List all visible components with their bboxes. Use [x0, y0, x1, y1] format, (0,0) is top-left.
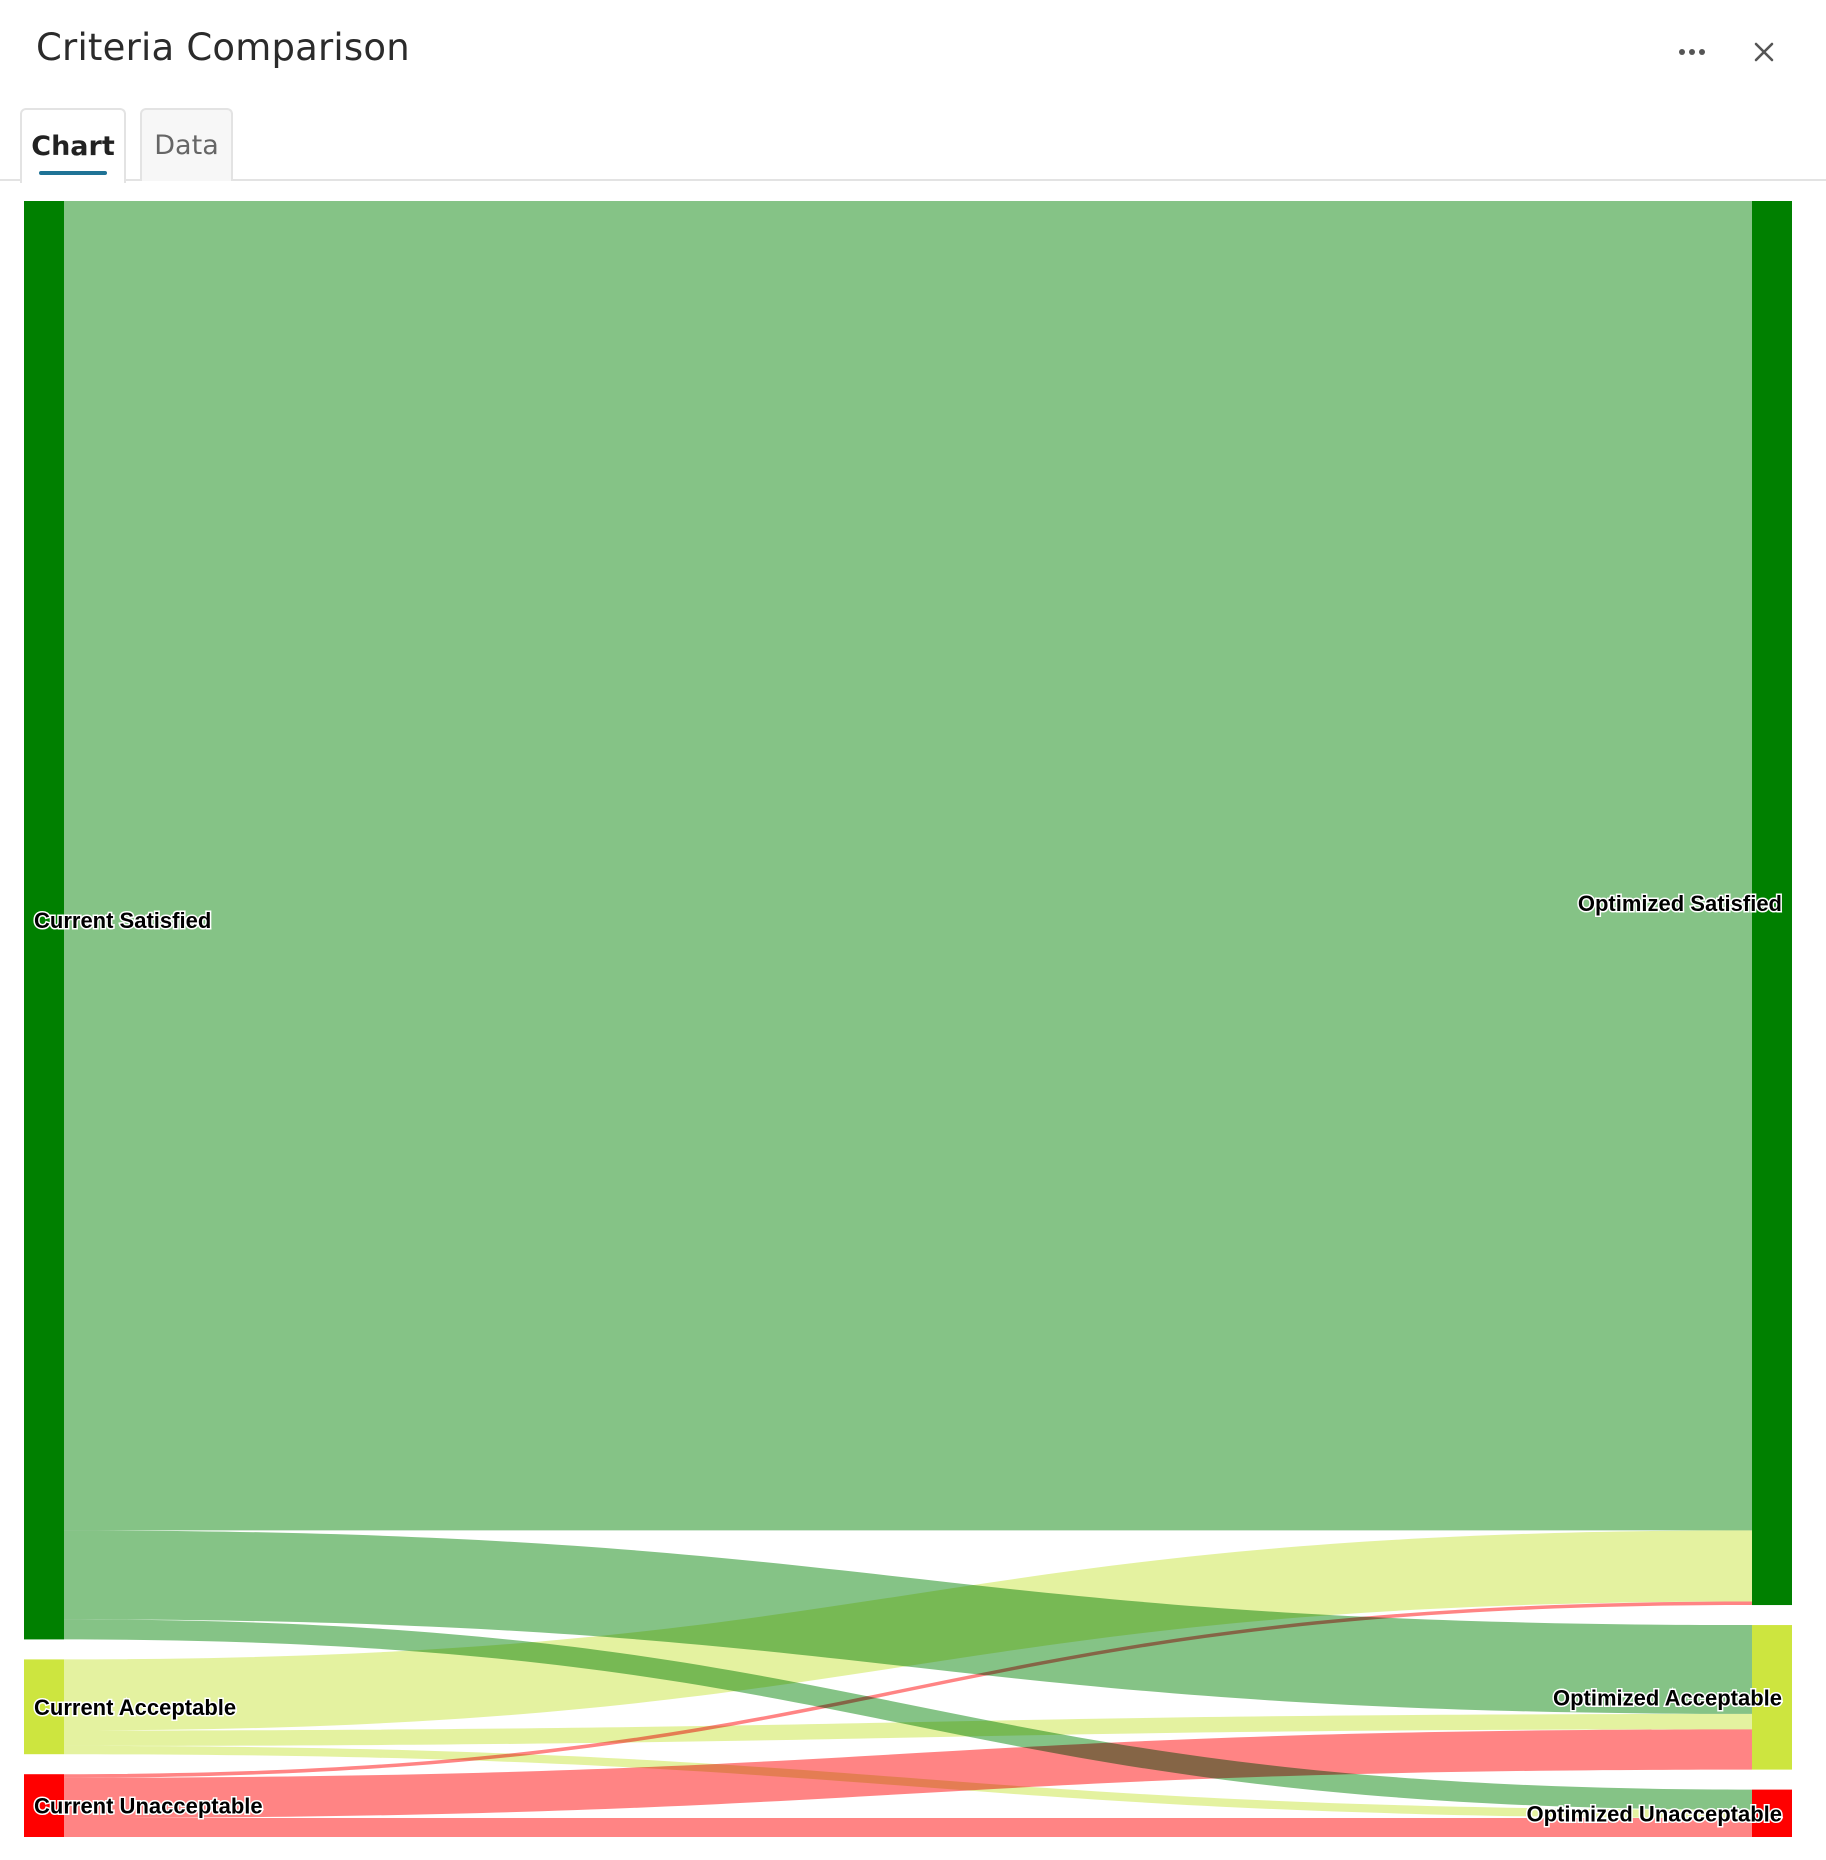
- sankey-link-cu-ou[interactable]: [64, 1818, 1752, 1837]
- sankey-link-cs-os[interactable]: [64, 201, 1752, 1531]
- sankey-node-label-oa: Optimized Acceptable: [1553, 1685, 1782, 1710]
- sankey-node-label-cu: Current Unacceptable: [34, 1794, 263, 1819]
- sankey-link-cu-oa[interactable]: [64, 1729, 1752, 1819]
- sankey-node-oa[interactable]: [1752, 1625, 1792, 1770]
- tab-data[interactable]: Data: [140, 108, 233, 181]
- tab-data-label: Data: [154, 130, 219, 161]
- sankey-link-cu-os[interactable]: [64, 1601, 1752, 1778]
- sankey-node-cu[interactable]: [24, 1774, 64, 1837]
- close-icon: [1754, 42, 1774, 62]
- sankey-link-ca-os[interactable]: [64, 1530, 1752, 1731]
- more-options-button[interactable]: [1668, 28, 1716, 76]
- active-tab-indicator: [39, 171, 107, 175]
- sankey-node-label-ou: Optimized Unacceptable: [1526, 1801, 1782, 1826]
- sankey-node-label-ca: Current Acceptable: [34, 1695, 236, 1720]
- close-button[interactable]: [1740, 28, 1788, 76]
- panel-header: Criteria Comparison: [0, 0, 1826, 104]
- tab-chart[interactable]: Chart: [20, 108, 126, 183]
- sankey-node-ou[interactable]: [1752, 1789, 1792, 1837]
- sankey-links: [64, 201, 1752, 1837]
- view-tabs: Chart Data: [0, 108, 1826, 183]
- sankey-chart-area: Current Satisfied Current Acceptable Curre…: [0, 182, 1826, 1855]
- sankey-node-label-cs: Current Satisfied: [34, 908, 211, 933]
- sankey-link-cs-ou[interactable]: [64, 1619, 1752, 1810]
- panel-title: Criteria Comparison: [36, 26, 410, 69]
- tab-chart-label: Chart: [31, 131, 115, 162]
- sankey-node-os[interactable]: [1752, 201, 1792, 1606]
- sankey-chart: Current Satisfied Current Acceptable Curre…: [24, 201, 1792, 1837]
- more-horizontal-icon: [1679, 49, 1705, 55]
- sankey-link-ca-oa[interactable]: [64, 1713, 1752, 1746]
- sankey-node-label-os: Optimized Satisfied: [1578, 891, 1782, 916]
- sankey-node-cs[interactable]: [24, 201, 64, 1640]
- sankey-nodes: [24, 201, 1792, 1837]
- sankey-labels: Current Satisfied Current Acceptable Curre…: [33, 890, 1784, 1828]
- sankey-node-ca[interactable]: [24, 1659, 64, 1755]
